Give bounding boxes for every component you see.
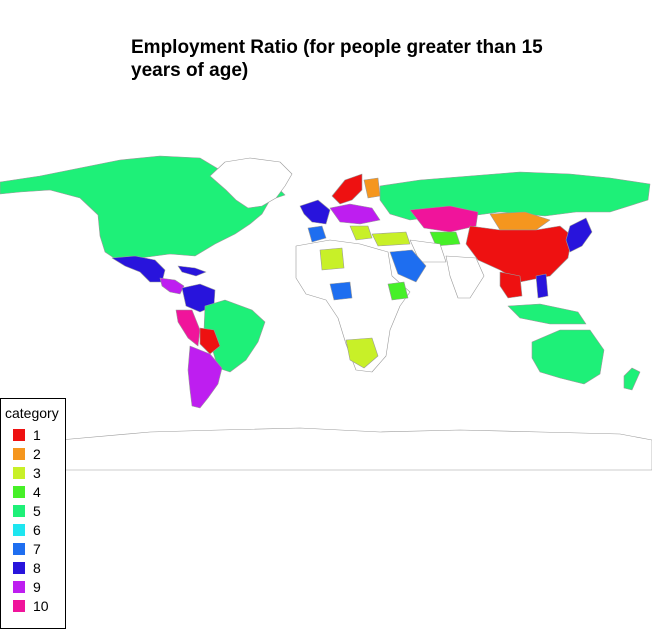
map-title: Employment Ratio (for people greater tha… [131,37,543,81]
region-southern-cone [187,345,223,409]
region-ethiopia [387,281,409,301]
region-algeria [319,247,345,271]
legend-label: 5 [33,503,41,519]
region-india [445,255,485,299]
legend-item: 10 [13,598,49,614]
legend-swatch [13,467,25,479]
region-north-america [0,155,286,263]
region-europe-west [299,199,331,225]
region-caribbean [177,265,207,277]
legend-item: 8 [13,560,41,576]
region-antarctica [59,427,652,471]
region-balkans [349,225,373,241]
legend-swatch [13,429,25,441]
legend-swatch [13,524,25,536]
legend-swatch [13,448,25,460]
legend-label: 1 [33,427,41,443]
legend-label: 6 [33,522,41,538]
region-japan [565,217,593,253]
legend-item: 7 [13,541,41,557]
legend-item: 3 [13,465,41,481]
legend-label: 7 [33,541,41,557]
region-central-america [159,277,185,295]
region-china [465,225,573,283]
legend-item: 2 [13,446,41,462]
legend-swatch [13,505,25,517]
region-iran [409,239,447,263]
region-nigeria [329,281,353,301]
legend-item: 9 [13,579,41,595]
region-turkey [371,231,411,247]
legend-label: 4 [33,484,41,500]
region-saudi-arabia [389,249,427,283]
region-central-asia [429,231,461,247]
region-peru [175,309,201,347]
region-indonesia [507,303,587,325]
legend-label: 3 [33,465,41,481]
legend-swatch [13,543,25,555]
legend-title: category [5,405,59,421]
legend-label: 10 [33,598,49,614]
legend-label: 2 [33,446,41,462]
legend-item: 4 [13,484,41,500]
region-mexico [111,255,166,283]
legend-label: 8 [33,560,41,576]
legend-label: 9 [33,579,41,595]
region-mongolia [489,211,551,231]
region-scandinavia [331,173,363,205]
legend-item: 5 [13,503,41,519]
region-iberia [307,225,327,243]
legend-item: 1 [13,427,41,443]
region-africa [295,239,411,373]
region-finland [363,177,381,199]
region-bolivia [199,327,221,355]
region-new-zealand [623,367,641,391]
region-greenland [209,157,293,209]
region-philippines [535,273,549,299]
region-se-asia [499,271,523,299]
region-south-africa [345,337,379,369]
region-australia [531,329,605,385]
region-kazakhstan [409,205,479,233]
legend-swatch [13,486,25,498]
map-legend: category 1 2 3 4 5 6 7 8 9 10 [0,398,66,629]
legend-item: 6 [13,522,41,538]
region-europe-central [329,203,381,225]
legend-swatch [13,600,25,612]
legend-swatch [13,562,25,574]
legend-swatch [13,581,25,593]
